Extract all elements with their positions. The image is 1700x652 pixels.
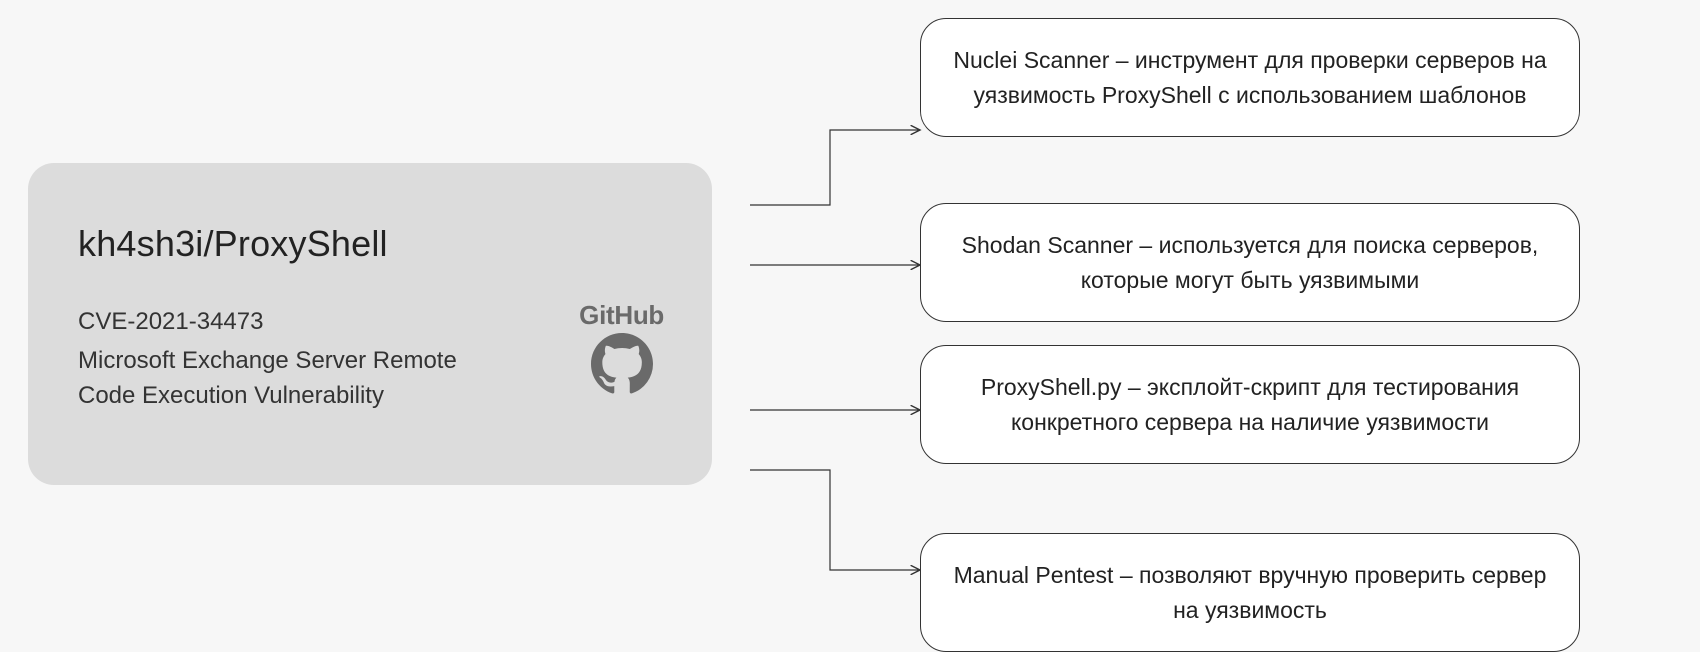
github-icon	[591, 333, 653, 395]
source-title: kh4sh3i/ProxyShell	[78, 223, 662, 265]
github-label: GitHub	[579, 300, 664, 331]
target-card-shodan: Shodan Scanner – используется для поиска…	[920, 203, 1580, 322]
source-cve: CVE-2021-34473	[78, 305, 498, 340]
target-card-manual-pentest: Manual Pentest – позволяют вручную прове…	[920, 533, 1580, 652]
source-card: kh4sh3i/ProxyShell CVE-2021-34473 Micros…	[28, 163, 712, 485]
target-card-proxyshellpy: ProxyShell.py – эксплойт-скрипт для тест…	[920, 345, 1580, 464]
source-desc: Microsoft Exchange Server Remote Code Ex…	[78, 344, 498, 414]
target-card-nuclei: Nuclei Scanner – инструмент для проверки…	[920, 18, 1580, 137]
github-badge: GitHub	[579, 300, 664, 395]
